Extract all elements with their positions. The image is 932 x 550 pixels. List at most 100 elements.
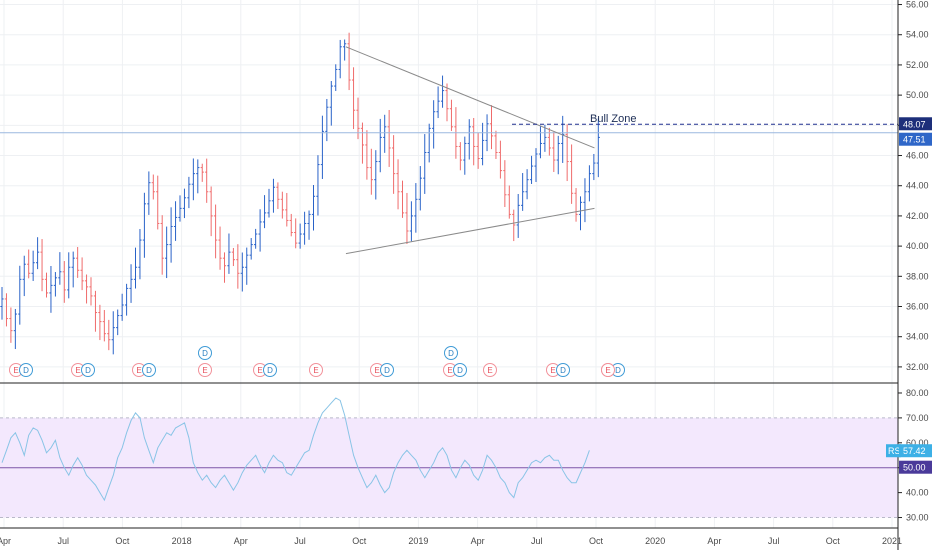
price-bar (276, 182, 280, 209)
dividend-event-icon[interactable]: D (444, 346, 458, 360)
time-tick-label: 2021 (882, 536, 902, 546)
price-bar (169, 207, 173, 263)
price-bar (53, 272, 57, 297)
price-bar (400, 180, 405, 218)
price-bar (98, 304, 102, 341)
rsi-line (1, 397, 590, 502)
dividend-event-icon[interactable]: D (198, 346, 212, 360)
rsi-band (0, 417, 898, 519)
event-letter: E (550, 366, 555, 375)
price-bar (472, 117, 476, 166)
event-letter: D (267, 366, 273, 375)
price-bar (449, 99, 454, 131)
price-bar (561, 115, 565, 163)
price-bar (445, 83, 449, 122)
price-bar (258, 209, 262, 252)
price-bar (116, 309, 120, 336)
last-price-label: 47.51 (899, 132, 932, 146)
earnings-event-icon[interactable]: E (601, 363, 615, 377)
price-bar (254, 228, 258, 249)
price-bar (409, 201, 413, 242)
time-tick-label: Oct (589, 536, 604, 546)
price-tick-label: 34.00 (906, 332, 929, 342)
time-tick-label: Apr (471, 536, 485, 546)
price-bar (214, 204, 218, 259)
event-letter: D (23, 366, 29, 375)
price-bar (178, 195, 182, 222)
price-bar (458, 142, 462, 171)
price-bar (280, 191, 284, 219)
time-tick-label: 2020 (645, 536, 665, 546)
price-bar (89, 277, 93, 306)
event-markers[interactable]: EDEDEDEEDEEDEDEEDEDEDD (9, 346, 625, 377)
event-letter: E (136, 366, 141, 375)
dividend-event-icon[interactable]: D (556, 363, 570, 377)
price-bar (222, 252, 227, 283)
event-circle (556, 363, 570, 377)
event-letter: E (202, 366, 207, 375)
price-bar (0, 287, 4, 320)
event-letter: D (615, 366, 621, 375)
dividend-event-icon[interactable]: D (380, 363, 394, 377)
dividend-event-icon[interactable]: D (81, 363, 95, 377)
time-tick-label: Oct (826, 536, 841, 546)
time-tick-label: 2019 (408, 536, 428, 546)
price-bar (142, 192, 146, 258)
event-circle (19, 363, 33, 377)
price-bar (463, 136, 467, 175)
price-bar (592, 153, 596, 181)
price-bar (44, 272, 49, 298)
price-bar (383, 114, 387, 153)
price-bar (467, 119, 471, 160)
price-bar (22, 255, 26, 297)
rsi-tick-label: 80.00 (906, 388, 929, 398)
earnings-event-icon[interactable]: E (198, 363, 212, 377)
price-bar (583, 178, 587, 223)
trendline-lower (345, 207, 595, 255)
price-tick-label: 40.00 (906, 241, 929, 251)
rsi-badge-bg (886, 444, 901, 458)
event-letter: D (202, 349, 208, 358)
price-bar (405, 192, 409, 245)
price-bar (182, 188, 187, 219)
dividend-event-icon[interactable]: D (453, 363, 467, 377)
time-tick-label: Jul (531, 536, 543, 546)
earnings-event-icon[interactable]: E (309, 363, 323, 377)
event-letter: D (560, 366, 566, 375)
price-bar (231, 247, 235, 267)
event-letter: D (448, 349, 454, 358)
price-bars (0, 32, 600, 355)
price-bar (489, 105, 494, 150)
price-tick-label: 52.00 (906, 60, 929, 70)
price-tick-label: 54.00 (906, 30, 929, 40)
rsi-current-bg (899, 444, 932, 458)
price-bar (62, 261, 66, 303)
price-bar (587, 165, 591, 202)
event-circle (380, 363, 394, 377)
event-letter: D (457, 366, 463, 375)
price-bar (125, 283, 129, 316)
event-letter: E (447, 366, 452, 375)
price-bar (414, 183, 418, 233)
price-bar (596, 118, 600, 178)
rsi-midline-label-bg (899, 460, 932, 474)
price-bar (262, 195, 267, 229)
price-bar (160, 215, 164, 275)
price-bar (4, 293, 9, 327)
price-bar (31, 250, 35, 281)
price-bar (200, 163, 204, 182)
price-bar (84, 274, 89, 304)
price-bar (18, 265, 22, 325)
price-bar (67, 252, 71, 299)
earnings-event-icon[interactable]: E (483, 363, 497, 377)
dividend-event-icon[interactable]: D (142, 363, 156, 377)
price-bar (503, 160, 507, 208)
price-bar (102, 310, 106, 342)
dividend-event-icon[interactable]: D (263, 363, 277, 377)
price-bar (365, 130, 369, 180)
dividend-event-icon[interactable]: D (19, 363, 33, 377)
price-tick-label: 50.00 (906, 90, 929, 100)
price-bar (151, 174, 155, 200)
price-bar (227, 233, 231, 274)
